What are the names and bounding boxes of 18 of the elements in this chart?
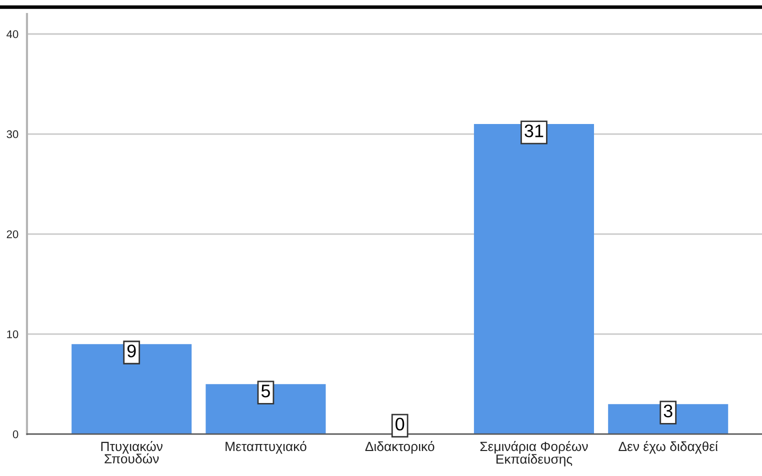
bar: [474, 124, 594, 434]
x-tick-label: Σεμινάρια Φορέων Εκπαίδευσης: [480, 441, 588, 466]
data-label: 31: [524, 124, 544, 138]
data-label: 3: [664, 404, 672, 418]
bar: [206, 384, 326, 434]
x-tick-label: Πτυχιακών Σπουδών: [101, 441, 162, 464]
y-tick-label: 0: [12, 430, 18, 438]
y-tick-label: 10: [7, 330, 18, 338]
x-tick-label: Διδακτορικό: [365, 441, 434, 454]
y-tick-label: 20: [6, 230, 18, 238]
y-tick-label: 40: [6, 30, 18, 38]
data-label: 0: [396, 418, 404, 431]
x-tick-label: Δεν έχω διδαχθεί: [618, 441, 718, 454]
data-label: 9: [127, 344, 136, 358]
bar: [72, 344, 192, 434]
y-tick-label: 30: [6, 130, 18, 138]
data-label: 5: [261, 384, 270, 398]
x-tick-label: Μεταπτυχιακό: [226, 441, 306, 454]
